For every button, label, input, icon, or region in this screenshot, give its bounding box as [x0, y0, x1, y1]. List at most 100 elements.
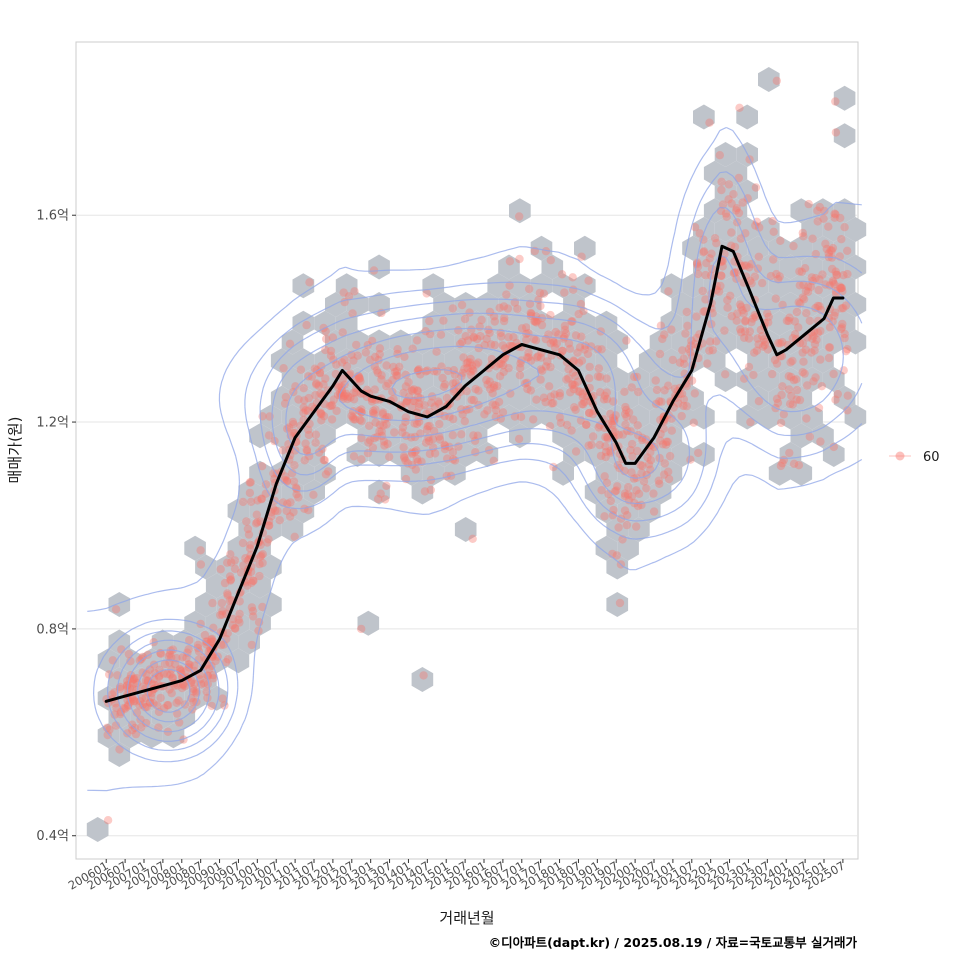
data-point	[450, 456, 460, 465]
data-point	[461, 332, 470, 341]
data-point	[830, 280, 839, 289]
data-point	[626, 445, 635, 455]
data-point	[122, 681, 131, 691]
data-point	[206, 637, 216, 646]
hex-bin	[584, 329, 607, 355]
data-point	[660, 330, 669, 339]
data-point	[611, 411, 620, 420]
data-point	[192, 689, 201, 698]
data-point	[168, 674, 177, 683]
data-point	[652, 385, 662, 395]
data-point	[407, 385, 416, 394]
data-point	[571, 447, 581, 456]
data-point	[737, 328, 746, 337]
data-point	[758, 342, 768, 351]
data-point	[701, 295, 710, 304]
data-point	[577, 356, 587, 365]
data-point	[748, 314, 758, 323]
hex-bin	[422, 423, 445, 449]
data-point	[601, 452, 610, 462]
hex-bin	[346, 329, 369, 355]
data-point	[336, 391, 346, 400]
hex-bin	[292, 273, 315, 299]
data-point	[744, 334, 754, 343]
data-point	[546, 256, 555, 265]
data-point	[156, 693, 165, 703]
data-point	[440, 380, 450, 389]
data-point	[390, 367, 400, 377]
data-point	[263, 538, 272, 547]
data-point	[194, 647, 204, 656]
data-point	[789, 241, 798, 251]
data-point	[614, 430, 624, 439]
data-point	[499, 302, 509, 311]
data-point	[693, 269, 703, 279]
data-point	[679, 354, 688, 363]
data-point	[246, 497, 256, 506]
data-point	[505, 257, 515, 266]
data-point	[410, 419, 419, 428]
data-point	[814, 403, 824, 413]
data-point	[504, 364, 513, 373]
hex-bin	[195, 554, 217, 580]
hex-bin	[509, 273, 531, 299]
data-point	[238, 538, 248, 548]
data-point	[248, 606, 258, 616]
data-point	[412, 336, 422, 345]
data-point	[600, 391, 609, 400]
data-point	[496, 359, 506, 368]
data-point	[436, 330, 446, 339]
hex-bin	[314, 460, 336, 486]
data-point	[555, 391, 564, 401]
hex-bin	[379, 423, 401, 449]
data-point	[536, 353, 546, 362]
x-tick-label: 202507	[802, 858, 847, 892]
data-point	[840, 333, 849, 343]
data-point	[208, 670, 218, 680]
data-point	[620, 506, 630, 515]
data-point	[495, 359, 504, 369]
data-point	[231, 624, 240, 633]
data-point	[500, 344, 510, 353]
data-point	[429, 426, 439, 436]
data-point	[469, 333, 478, 342]
hex-bin	[801, 329, 823, 355]
data-point	[257, 495, 266, 504]
hex-bin	[411, 667, 434, 692]
data-point	[531, 336, 541, 345]
data-point	[176, 666, 186, 676]
data-point	[350, 415, 360, 424]
data-point	[245, 478, 254, 487]
data-point	[564, 339, 574, 348]
data-point	[634, 387, 643, 397]
data-point	[785, 399, 795, 409]
data-point	[632, 522, 641, 531]
data-point	[752, 346, 762, 355]
data-point	[155, 665, 164, 674]
data-point	[207, 635, 216, 644]
data-point	[734, 208, 744, 218]
data-point	[516, 363, 525, 372]
data-point	[701, 270, 710, 280]
data-point	[539, 393, 549, 402]
data-point	[490, 381, 499, 390]
data-point	[497, 332, 506, 341]
data-point	[837, 323, 847, 332]
hex-bin	[433, 329, 455, 355]
data-point	[190, 679, 199, 689]
data-point	[678, 346, 687, 355]
data-point	[546, 362, 555, 372]
data-point	[340, 297, 349, 307]
hex-bin	[260, 404, 282, 430]
data-point	[179, 680, 188, 690]
data-point	[373, 368, 383, 378]
data-point	[203, 693, 212, 703]
data-point	[802, 414, 811, 423]
data-point	[408, 386, 417, 396]
hex-bin	[703, 198, 726, 224]
data-point	[149, 699, 158, 708]
hex-bin	[628, 479, 650, 505]
data-point	[784, 316, 793, 326]
hex-bin	[249, 423, 271, 449]
data-point	[163, 701, 172, 710]
